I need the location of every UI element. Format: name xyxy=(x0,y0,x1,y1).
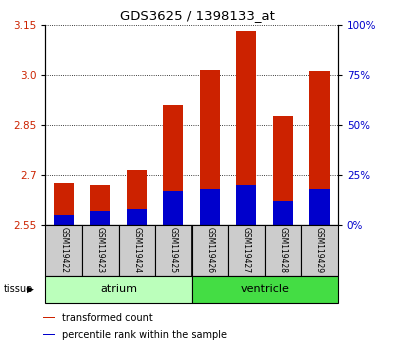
Bar xyxy=(265,225,301,276)
Text: atrium: atrium xyxy=(100,284,137,295)
Text: GDS3625 / 1398133_at: GDS3625 / 1398133_at xyxy=(120,9,275,22)
Bar xyxy=(273,201,293,225)
Bar xyxy=(163,191,183,225)
Bar xyxy=(54,215,74,225)
Text: GSM119425: GSM119425 xyxy=(169,227,178,274)
Text: ventricle: ventricle xyxy=(240,284,289,295)
Bar xyxy=(90,211,110,225)
Bar xyxy=(273,116,293,225)
Bar xyxy=(155,225,192,276)
Text: GSM119426: GSM119426 xyxy=(205,227,214,274)
Bar xyxy=(192,276,338,303)
Text: percentile rank within the sample: percentile rank within the sample xyxy=(62,330,227,340)
Text: GSM119429: GSM119429 xyxy=(315,227,324,274)
Bar xyxy=(118,225,155,276)
Bar xyxy=(127,209,147,225)
Text: GSM119427: GSM119427 xyxy=(242,227,251,274)
Text: tissue: tissue xyxy=(4,284,33,295)
Text: transformed count: transformed count xyxy=(62,313,152,323)
Bar xyxy=(43,317,55,319)
Bar xyxy=(236,32,256,225)
Bar xyxy=(236,185,256,225)
Bar xyxy=(200,70,220,225)
Bar xyxy=(301,225,338,276)
Text: GSM119428: GSM119428 xyxy=(278,228,288,273)
Text: GSM119422: GSM119422 xyxy=(59,228,68,273)
Text: GSM119423: GSM119423 xyxy=(96,227,105,274)
Bar xyxy=(309,189,329,225)
Bar xyxy=(192,225,228,276)
Bar xyxy=(309,72,329,225)
Bar xyxy=(45,225,82,276)
Bar xyxy=(45,276,192,303)
Bar xyxy=(82,225,118,276)
Bar xyxy=(163,105,183,225)
Text: ▶: ▶ xyxy=(27,285,34,294)
Text: GSM119424: GSM119424 xyxy=(132,227,141,274)
Bar xyxy=(228,225,265,276)
Bar xyxy=(43,334,55,336)
Bar xyxy=(90,185,110,225)
Bar xyxy=(54,183,74,225)
Bar xyxy=(200,189,220,225)
Bar xyxy=(127,170,147,225)
